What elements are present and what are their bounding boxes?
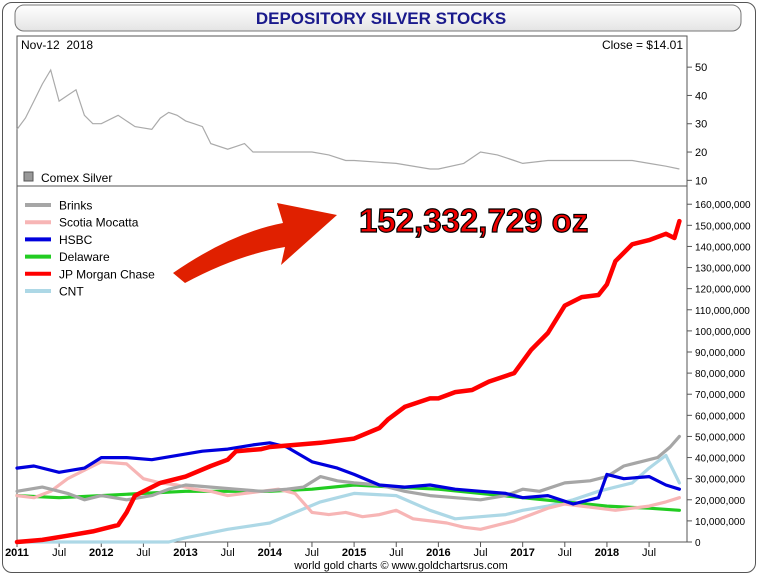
x-tick-label: Jul (136, 547, 150, 559)
x-tick-label: Jul (473, 547, 487, 559)
legend-label: Brinks (59, 199, 92, 213)
legend-label: HSBC (59, 233, 93, 247)
stocks-y-tick-label: 50,000,000 (695, 432, 745, 443)
x-tick-label: Jul (642, 547, 656, 559)
stocks-y-tick-label: 70,000,000 (695, 390, 745, 401)
stocks-y-tick-label: 10,000,000 (695, 517, 745, 528)
price-y-tick-label: 20 (695, 147, 707, 159)
price-y-tick-label: 30 (695, 119, 707, 131)
x-tick-label: 2012 (89, 547, 113, 559)
series-line-hsbc (15, 441, 682, 506)
series-line-cnt (15, 453, 682, 544)
stocks-y-tick-label: 110,000,000 (695, 306, 750, 317)
x-tick-label: 2018 (595, 547, 619, 559)
stocks-y-tick-label: 120,000,000 (695, 285, 751, 296)
stocks-y-tick-label: 140,000,000 (695, 242, 751, 253)
price-y-tick-label: 50 (695, 62, 707, 74)
stocks-y-tick-label: 150,000,000 (695, 221, 751, 232)
stocks-y-tick-label: 90,000,000 (695, 348, 745, 359)
stocks-y-axis: 0 10,000,000 20,000,000 30,000,000 40,000,00… (687, 200, 751, 549)
stocks-y-tick-label: 0 (695, 538, 701, 549)
stocks-panel (16, 185, 688, 543)
price-series-group (16, 68, 680, 170)
stocks-y-tick-label: 30,000,000 (695, 475, 745, 486)
stocks-y-tick-label: 160,000,000 (695, 200, 751, 211)
stocks-y-tick-label: 40,000,000 (695, 454, 745, 465)
legend-label: JP Morgan Chase (59, 267, 155, 281)
chart-title: DEPOSITORY SILVER STOCKS (256, 9, 506, 28)
x-tick-label: 2011 (5, 547, 29, 559)
arrow-icon (173, 203, 337, 283)
price-y-tick-label: 10 (695, 175, 707, 187)
stocks-y-tick-label: 80,000,000 (695, 369, 745, 380)
x-axis: 2011 Jul 2012 Jul 2013 Jul 2014 Jul 2015 Jul 2016 J… (5, 542, 656, 559)
comex-legend-swatch (23, 171, 34, 182)
legend-label: Delaware (59, 250, 110, 264)
price-close-label: Close = $14.01 (602, 38, 683, 52)
x-tick-label: 2014 (258, 547, 283, 559)
x-tick-label: Jul (52, 547, 66, 559)
stocks-y-tick-label: 60,000,000 (695, 411, 745, 422)
stocks-legend: Brinks Scotia Mocatta HSBC Delaware JP Morga… (25, 199, 155, 299)
footer-credit: world gold charts © www.goldchartsrus.co… (293, 560, 508, 572)
legend-label: CNT (59, 285, 84, 299)
price-date-label: Nov-12 2018 (21, 38, 93, 52)
price-line-comex-silver (16, 68, 680, 170)
price-y-tick-label: 40 (695, 90, 707, 102)
x-tick-label: Jul (558, 547, 572, 559)
x-tick-label: 2013 (173, 547, 197, 559)
price-y-axis: 10 20 30 40 50 (687, 62, 707, 187)
legend-label: Scotia Mocatta (59, 216, 139, 230)
stocks-y-tick-label: 130,000,000 (695, 264, 751, 275)
stocks-y-tick-label: 20,000,000 (695, 496, 745, 507)
annotation-total: 152,332,729 oz (359, 202, 588, 239)
x-tick-label: 2016 (426, 547, 450, 559)
x-tick-label: Jul (389, 547, 403, 559)
title-bar (14, 4, 742, 32)
x-tick-label: Jul (305, 547, 319, 559)
comex-legend-label: Comex Silver (41, 171, 112, 185)
stocks-y-tick-label: 100,000,000 (695, 327, 751, 338)
price-panel (16, 35, 688, 187)
series-line-jp-morgan-chase (14, 218, 682, 545)
x-tick-label: 2015 (342, 547, 366, 559)
stocks-series-group (14, 218, 682, 545)
x-tick-label: Jul (221, 547, 235, 559)
x-tick-label: 2017 (510, 547, 534, 559)
